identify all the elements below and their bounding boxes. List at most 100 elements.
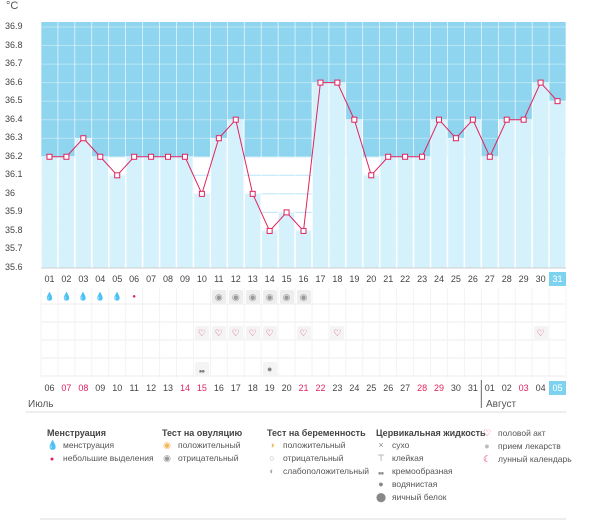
calendar-date[interactable]: 09 bbox=[95, 383, 106, 393]
y-tick-label: 35.9 bbox=[5, 206, 23, 217]
calendar-date[interactable]: 25 bbox=[366, 383, 377, 393]
temp-point bbox=[63, 153, 70, 160]
calendar-date[interactable]: 19 bbox=[264, 383, 275, 393]
calendar-date[interactable]: 28 bbox=[417, 383, 428, 393]
negative-test-icon[interactable]: ◉ bbox=[211, 290, 226, 304]
drop-big-icon[interactable]: 💧 bbox=[95, 292, 106, 301]
heart-icon[interactable]: ♡ bbox=[211, 326, 226, 340]
calendar-date[interactable]: 20 bbox=[281, 383, 292, 393]
cycle-day[interactable]: 24 bbox=[434, 274, 445, 284]
calendar-date[interactable]: 13 bbox=[163, 383, 174, 393]
heart-icon[interactable]: ♡ bbox=[533, 326, 548, 340]
cycle-day[interactable]: 27 bbox=[484, 274, 495, 284]
temp-bar bbox=[41, 156, 58, 269]
cycle-day[interactable]: 10 bbox=[196, 274, 207, 284]
cycle-day[interactable]: 05 bbox=[112, 274, 123, 284]
calendar-date[interactable]: 04 bbox=[535, 383, 546, 393]
calendar-date[interactable]: 08 bbox=[78, 383, 89, 393]
cycle-day[interactable]: 26 bbox=[467, 274, 478, 284]
drop-big-icon[interactable]: 💧 bbox=[78, 292, 89, 301]
temp-point bbox=[520, 116, 527, 123]
cycle-day[interactable]: 23 bbox=[417, 274, 428, 284]
drop-big-icon[interactable]: 💧 bbox=[61, 292, 72, 301]
calendar-date[interactable]: 18 bbox=[247, 383, 258, 393]
drop-big-icon[interactable]: 💧 bbox=[112, 292, 123, 301]
negative-test-icon[interactable]: ◉ bbox=[262, 290, 277, 304]
drop-big-icon[interactable]: 💧 bbox=[44, 292, 55, 301]
heart-icon[interactable]: ♡ bbox=[262, 326, 277, 340]
calendar-date[interactable]: 31 bbox=[467, 383, 478, 393]
calendar-date[interactable]: 17 bbox=[230, 383, 241, 393]
cycle-day[interactable]: 25 bbox=[450, 274, 461, 284]
cycle-day[interactable]: 03 bbox=[78, 274, 89, 284]
temp-point bbox=[385, 153, 392, 160]
cycle-day[interactable]: 19 bbox=[349, 274, 360, 284]
cycle-day[interactable]: 12 bbox=[230, 274, 241, 284]
cycle-day[interactable]: 11 bbox=[214, 274, 224, 284]
cycle-day[interactable]: 29 bbox=[518, 274, 529, 284]
cycle-day[interactable]: 08 bbox=[163, 274, 174, 284]
calendar-date[interactable]: 07 bbox=[61, 383, 72, 393]
calendar-date[interactable]: 01 bbox=[484, 383, 495, 393]
watery-icon[interactable]: ● bbox=[262, 362, 277, 376]
calendar-date[interactable]: 29 bbox=[434, 383, 445, 393]
cycle-day[interactable]: 13 bbox=[247, 274, 258, 284]
temp-bar bbox=[75, 137, 92, 269]
cycle-day[interactable]: 30 bbox=[535, 274, 546, 284]
calendar-date[interactable]: 12 bbox=[146, 383, 157, 393]
calendar-date[interactable]: 23 bbox=[332, 383, 343, 393]
calendar-date[interactable]: 27 bbox=[400, 383, 411, 393]
cycle-day[interactable]: 15 bbox=[281, 274, 292, 284]
heart-icon[interactable]: ♡ bbox=[296, 326, 311, 340]
cycle-day[interactable]: 21 bbox=[383, 274, 394, 284]
creamy-icon[interactable]: ❠ bbox=[194, 362, 209, 376]
negative-test-icon[interactable]: ◉ bbox=[296, 290, 311, 304]
cycle-day[interactable]: 06 bbox=[129, 274, 140, 284]
cycle-day[interactable]: 18 bbox=[332, 274, 343, 284]
cycle-day[interactable]: 07 bbox=[146, 274, 157, 284]
heart-icon[interactable]: ♡ bbox=[194, 326, 209, 340]
calendar-date[interactable]: 05 bbox=[549, 381, 567, 395]
negative-test-icon[interactable]: ◉ bbox=[279, 290, 294, 304]
negative-test-icon[interactable]: ◉ bbox=[228, 290, 243, 304]
cycle-day[interactable]: 31 bbox=[549, 272, 567, 286]
cycle-day[interactable]: 20 bbox=[366, 274, 377, 284]
calendar-date[interactable]: 02 bbox=[501, 383, 512, 393]
temp-point bbox=[114, 172, 121, 179]
heart-icon[interactable]: ♡ bbox=[330, 326, 345, 340]
cycle-day[interactable]: 01 bbox=[44, 274, 55, 284]
calendar-date[interactable]: 06 bbox=[44, 383, 55, 393]
cycle-day[interactable]: 28 bbox=[501, 274, 512, 284]
calendar-date[interactable]: 11 bbox=[129, 383, 139, 393]
legend-item: 💧 менструация bbox=[47, 440, 115, 450]
cycle-day[interactable]: 02 bbox=[61, 274, 72, 284]
calendar-date[interactable]: 24 bbox=[349, 383, 360, 393]
heart-icon[interactable]: ♡ bbox=[228, 326, 243, 340]
legend-ovulation-title: Тест на овуляцию bbox=[162, 428, 243, 438]
calendar-date[interactable]: 30 bbox=[450, 383, 461, 393]
temp-point bbox=[469, 116, 476, 123]
negative-test-icon[interactable]: ◉ bbox=[245, 290, 260, 304]
calendar-date[interactable]: 03 bbox=[518, 383, 529, 393]
temp-point bbox=[80, 135, 87, 142]
calendar-date[interactable]: 14 bbox=[179, 383, 190, 393]
temp-point bbox=[97, 153, 104, 160]
calendar-date[interactable]: 10 bbox=[112, 383, 123, 393]
cycle-day[interactable]: 04 bbox=[95, 274, 106, 284]
cycle-day[interactable]: 22 bbox=[400, 274, 411, 284]
calendar-date[interactable]: 22 bbox=[315, 383, 326, 393]
cycle-day[interactable]: 14 bbox=[264, 274, 275, 284]
heart-icon[interactable]: ♡ bbox=[245, 326, 260, 340]
calendar-date[interactable]: 26 bbox=[383, 383, 394, 393]
cycle-day[interactable]: 09 bbox=[179, 274, 190, 284]
calendar-date[interactable]: 21 bbox=[298, 383, 309, 393]
temp-bar bbox=[549, 100, 566, 269]
cycle-day[interactable]: 16 bbox=[298, 274, 309, 284]
legend-item: ● прием лекарств bbox=[482, 441, 560, 451]
positive-test-icon: ◑ bbox=[269, 440, 275, 450]
drop-small-icon[interactable]: ● bbox=[132, 294, 136, 300]
calendar-date[interactable]: 16 bbox=[213, 383, 224, 393]
calendar-date[interactable]: 15 bbox=[196, 383, 207, 393]
drop-small-icon: ● bbox=[49, 456, 55, 463]
cycle-day[interactable]: 17 bbox=[315, 274, 326, 284]
